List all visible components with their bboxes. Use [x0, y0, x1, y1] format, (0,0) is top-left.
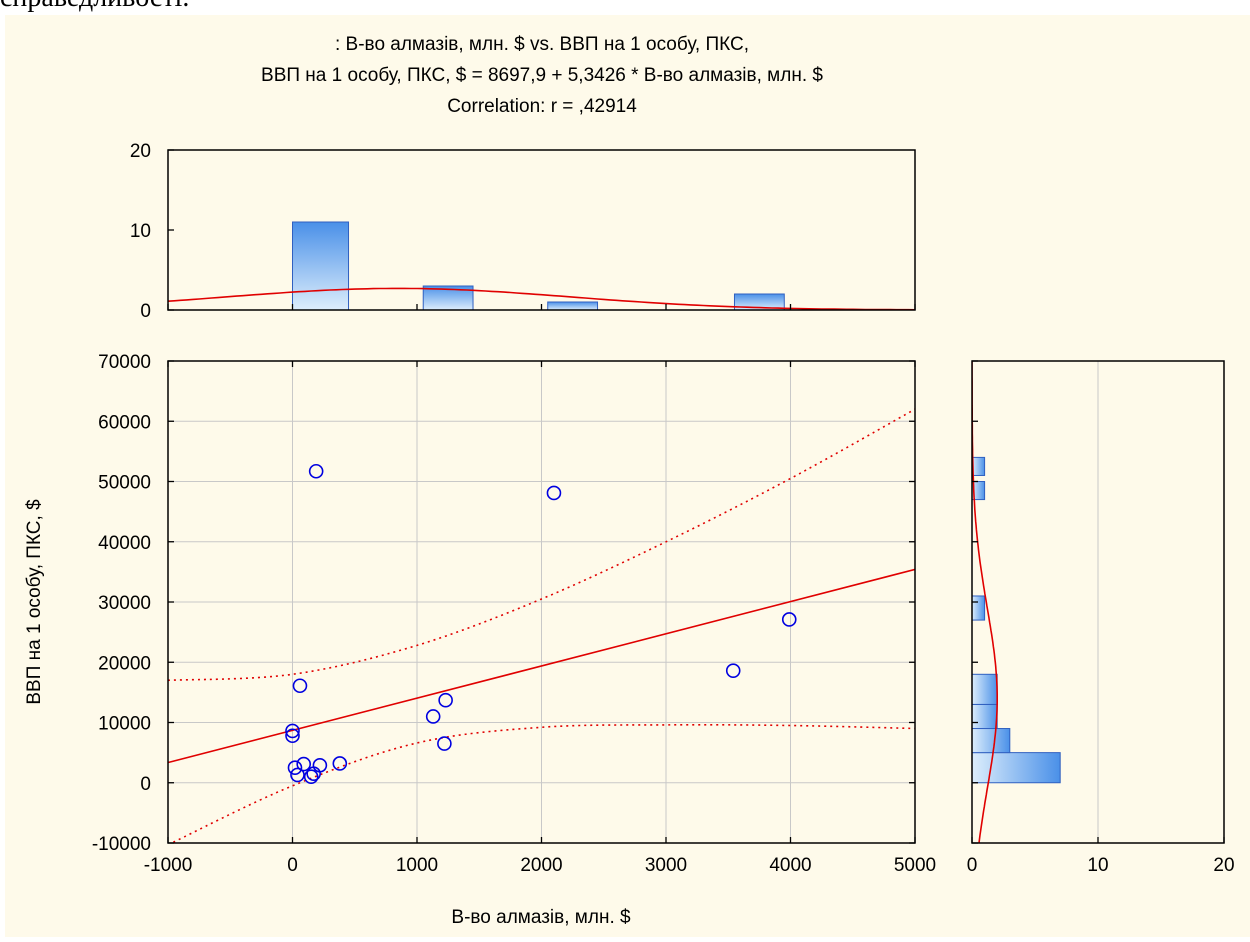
- tick-labels: -1000 0 1000 2000 3000 4000 5000-1000001000020…: [92, 141, 1235, 876]
- y-tick-label: 40000: [98, 533, 151, 554]
- scatter-point: [303, 769, 319, 785]
- x-tick-label: 3000: [645, 855, 687, 876]
- y-tick-label: -10000: [92, 834, 151, 855]
- chart-title-line-3: Correlation: r = ,42914: [447, 96, 637, 117]
- x-tick-label: -1000: [144, 855, 193, 876]
- scatter-point: [437, 736, 452, 751]
- scatter-point: [438, 692, 453, 708]
- scatter-points: [285, 463, 797, 785]
- x-tick-label: 0: [287, 855, 298, 876]
- chart-panel: : В-во алмазів, млн. $ vs. ВВП на 1 особ…: [5, 15, 1250, 937]
- y-tick-label: 70000: [98, 352, 151, 373]
- top-histogram-bars: [292, 221, 785, 311]
- scatter-point: [306, 766, 321, 782]
- scatter-point: [285, 723, 300, 739]
- x-axis-label: В-во алмазів, млн. $: [451, 907, 631, 928]
- right-histogram-bar: [971, 673, 998, 705]
- regression-line: [168, 568, 915, 764]
- chart-title-line-2: ВВП на 1 особу, ПКС, $ = 8697,9 + 5,3426…: [261, 65, 823, 86]
- right-hist-x-tick-label: 20: [1213, 855, 1234, 876]
- right-histogram-bar: [971, 752, 1061, 784]
- y-tick-label: 60000: [98, 412, 151, 433]
- confidence-band-upper: [168, 408, 915, 682]
- scatter-point: [312, 757, 328, 773]
- y-tick-label: 10000: [98, 714, 151, 735]
- scatter-point: [296, 756, 312, 772]
- top-hist-y-tick-label: 20: [130, 141, 151, 162]
- right-hist-x-tick-label: 0: [967, 855, 978, 876]
- y-tick-label: 50000: [98, 473, 151, 494]
- top-histogram-bar: [547, 301, 599, 311]
- scatter-point: [781, 612, 797, 627]
- right-hist-x-tick-label: 10: [1087, 855, 1108, 876]
- y-tick-label: 20000: [98, 653, 151, 674]
- document-top-text: справедливості.: [0, 0, 189, 14]
- x-tick-label: 5000: [894, 855, 936, 876]
- top-histogram-bar: [292, 221, 350, 311]
- scatter-point: [308, 463, 324, 479]
- scatter-point: [725, 663, 741, 678]
- y-tick-label: 0: [140, 774, 151, 795]
- scatter-point: [332, 756, 348, 771]
- top-hist-y-tick-label: 0: [140, 301, 151, 322]
- y-tick-label: 30000: [98, 593, 151, 614]
- scatter-point: [287, 760, 303, 775]
- main-grid: [168, 361, 915, 843]
- right-histogram-bar: [971, 595, 986, 621]
- x-tick-label: 4000: [769, 855, 811, 876]
- top-hist-y-tick-label: 10: [130, 221, 151, 242]
- y-axis-label: ВВП на 1 особу, ПКС, $: [24, 499, 45, 705]
- scatter-chart: : В-во алмазів, млн. $ vs. ВВП на 1 особ…: [24, 34, 1235, 928]
- x-tick-label: 2000: [520, 855, 562, 876]
- chart-title-line-1: : В-во алмазів, млн. $ vs. ВВП на 1 особ…: [335, 34, 749, 55]
- scatter-point: [292, 678, 308, 694]
- top-histogram-frame: [167, 149, 916, 311]
- x-tick-label: 1000: [396, 855, 438, 876]
- right-histogram-bar: [971, 456, 986, 476]
- axis-ticks: [167, 149, 1225, 844]
- right-histogram-bar: [971, 728, 1011, 754]
- scatter-point: [546, 485, 562, 501]
- right-histogram-bars: [971, 456, 1061, 784]
- scatter-point: [290, 767, 305, 783]
- scatter-point: [285, 728, 300, 744]
- scatter-point: [425, 709, 441, 724]
- right-histogram-bar: [971, 703, 998, 730]
